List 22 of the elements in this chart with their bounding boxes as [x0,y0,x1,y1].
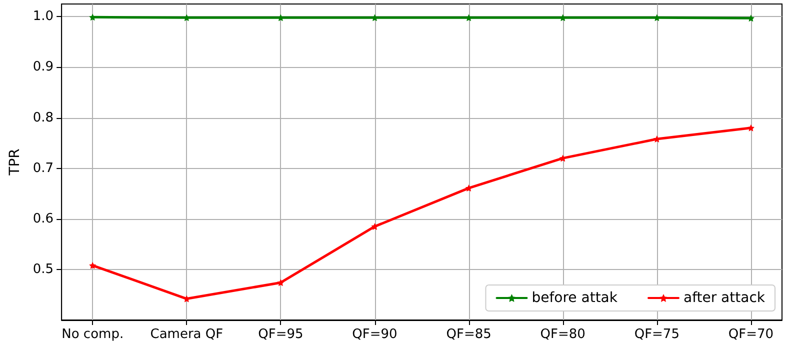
x-tick-label: QF=90 [352,327,398,342]
point [371,222,378,230]
y-axis-title: TPR [7,148,23,176]
y-tick-label: 0.8 [32,110,54,126]
y-tick-label: 0.5 [32,262,54,277]
x-tick-label: QF=70 [728,327,774,342]
legend-label: after attack [683,290,766,306]
point [653,135,660,142]
x-tick-label: No comp. [62,327,124,342]
x-tick-label: Camera QF [150,327,224,342]
y-tick-label: 0.9 [32,60,54,75]
point [89,262,96,269]
x-tick-label: QF=95 [258,327,304,342]
y-tick-label: 1.0 [32,9,54,24]
x-tick-label: QF=75 [634,327,680,342]
x-tick-label: QF=80 [540,327,586,342]
y-tick-label: 0.6 [32,211,54,226]
point [277,279,284,286]
legend-label: before attak [532,290,618,306]
y-tick-label: 0.7 [32,160,54,176]
x-tick-label: QF=85 [446,327,492,342]
point [747,124,754,132]
